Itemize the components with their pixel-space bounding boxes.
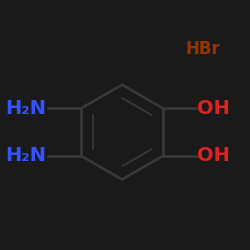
Text: OH: OH: [198, 146, 230, 165]
Text: OH: OH: [198, 99, 230, 118]
Text: H₂N: H₂N: [6, 146, 47, 165]
Text: H₂N: H₂N: [6, 99, 47, 118]
Text: HBr: HBr: [185, 40, 220, 58]
